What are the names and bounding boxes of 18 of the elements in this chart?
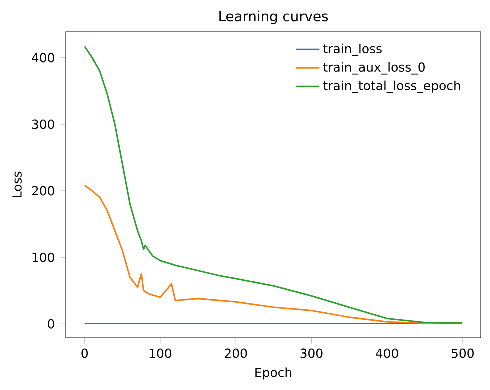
x-tick-label: 300	[300, 348, 323, 358]
y-tick-label: 100	[32, 252, 54, 262]
x-tick-label: 0	[82, 348, 88, 358]
y-tick-label: 300	[32, 120, 54, 130]
legend-label: train_aux_loss_0	[324, 62, 425, 75]
x-axis-title: Epoch	[256, 368, 292, 380]
x-tick-label: 200	[225, 348, 248, 358]
y-tick-label: 200	[32, 186, 54, 196]
x-tick-label: 500	[452, 348, 474, 358]
y-tick-label: 400	[32, 53, 54, 63]
y-axis-title: Loss	[12, 172, 22, 198]
chart-title: Learning curves	[220, 10, 328, 24]
legend-label: train_loss	[324, 44, 382, 56]
x-tick-label: 400	[376, 348, 398, 358]
x-tick-label: 100	[150, 348, 172, 358]
y-tick-label: 0	[48, 319, 54, 329]
legend-label: train_total_loss_epoch	[324, 80, 460, 94]
line-series	[84, 184, 463, 324]
